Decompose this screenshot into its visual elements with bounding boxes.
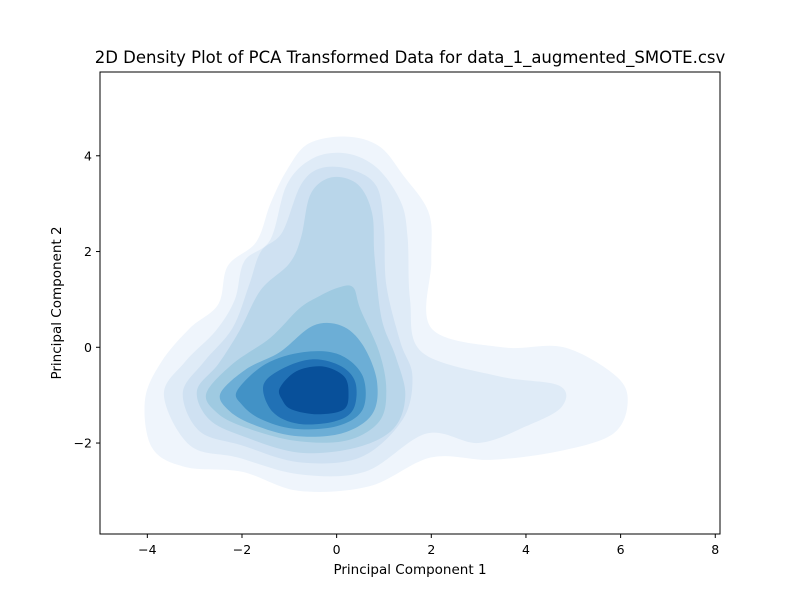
x-tick-label: 6 — [617, 542, 625, 557]
x-tick-label: 4 — [522, 542, 530, 557]
x-tick-label: 8 — [711, 542, 719, 557]
x-axis-label: Principal Component 1 — [333, 562, 486, 578]
chart-title: 2D Density Plot of PCA Transformed Data … — [95, 48, 726, 68]
density-level-9 — [278, 366, 349, 415]
x-axis: −4 −2 0 2 4 6 8 — [138, 534, 719, 557]
x-tick-label: −2 — [233, 542, 251, 557]
y-tick-label: 0 — [84, 340, 92, 355]
x-tick-label: −4 — [138, 542, 156, 557]
y-tick-label: 2 — [84, 244, 92, 259]
x-tick-label: 2 — [427, 542, 435, 557]
y-axis-label: Principal Component 2 — [49, 226, 65, 379]
plot-frame — [99, 71, 721, 535]
x-tick-label: 0 — [333, 542, 341, 557]
y-axis: −2 0 2 4 — [74, 148, 100, 451]
y-tick-label: −2 — [74, 436, 92, 451]
y-tick-label: 4 — [84, 148, 92, 163]
density-contours — [144, 136, 628, 492]
